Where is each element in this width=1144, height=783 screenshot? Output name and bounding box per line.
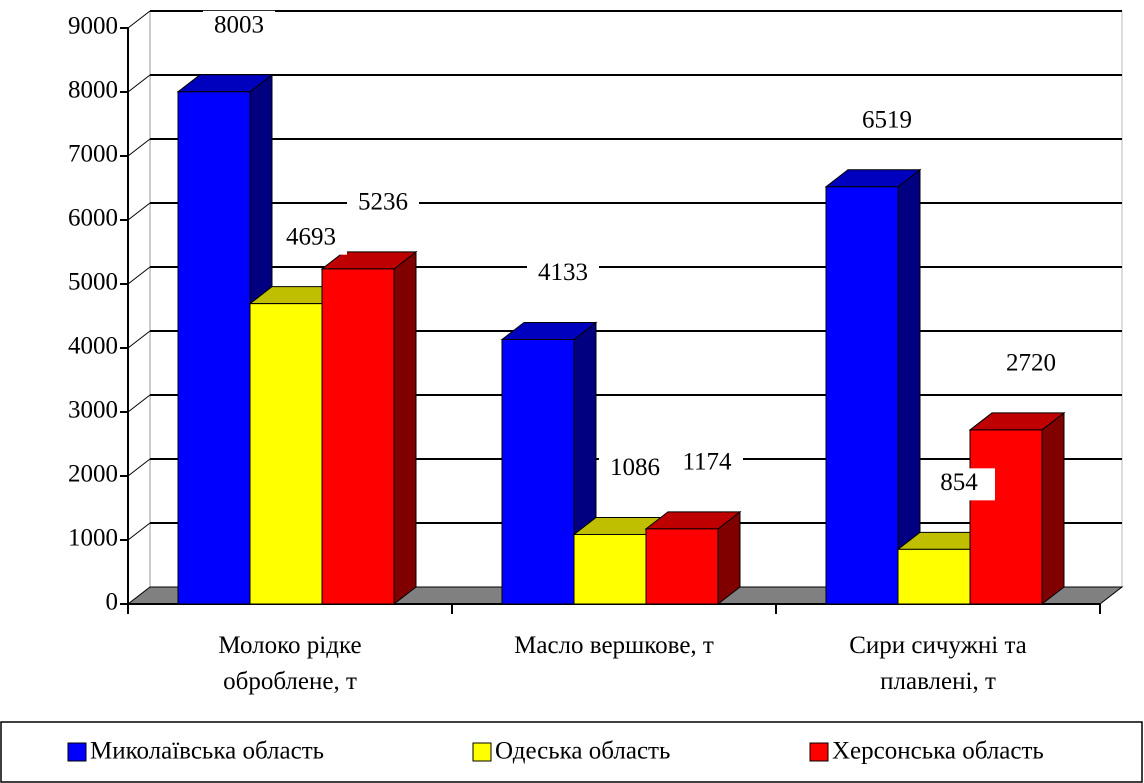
grid-side — [127, 74, 151, 93]
legend-swatch — [809, 742, 829, 762]
bar — [969, 429, 1043, 605]
data-label: 4133 — [538, 259, 588, 286]
data-label-bg — [527, 258, 599, 291]
bar — [177, 91, 251, 605]
y-tick-label: 8000 — [68, 77, 118, 104]
data-label-bg — [671, 447, 743, 480]
x-tick-label: Сири сичужні та плавлені, т — [849, 632, 1027, 695]
y-tick-label: 2000 — [68, 461, 118, 488]
grid-side — [127, 522, 151, 541]
data-label: 8003 — [214, 12, 264, 39]
bar — [249, 303, 323, 605]
data-label: 2720 — [1006, 350, 1056, 377]
bar-side — [1041, 411, 1065, 606]
x-tick-label: Масло вершкове, т — [514, 632, 714, 659]
legend-label: Миколаївська область — [90, 738, 324, 765]
data-label: 854 — [940, 469, 978, 496]
y-tick-label: 5000 — [68, 269, 118, 296]
grid-side — [127, 330, 151, 349]
data-label-bg — [995, 348, 1067, 381]
grid-side — [127, 394, 151, 413]
y-tick-label: 1000 — [68, 525, 118, 552]
data-label-bg — [347, 187, 419, 220]
legend-label: Херсонська область — [832, 738, 1044, 765]
y-tick-label: 7000 — [68, 141, 118, 168]
grid-side — [127, 458, 151, 477]
grid-side — [127, 202, 151, 221]
data-label: 6519 — [862, 107, 912, 134]
bar — [573, 533, 647, 605]
y-tick-label: 3000 — [68, 397, 118, 424]
y-tick-label: 0 — [106, 589, 119, 616]
y-tick-label: 4000 — [68, 333, 118, 360]
data-label: 1086 — [610, 454, 660, 481]
grid-side — [127, 10, 151, 29]
data-label-bg — [851, 105, 923, 138]
grid-side — [127, 138, 151, 157]
bar-side — [393, 250, 417, 606]
legend-box — [0, 721, 1143, 783]
bar — [825, 186, 899, 605]
x-tick-label: Молоко рідке оброблене, т — [218, 632, 362, 695]
bar — [897, 548, 971, 605]
bar — [321, 268, 395, 605]
data-label-bg — [599, 453, 671, 486]
y-tick-label: 9000 — [68, 13, 118, 40]
bar — [645, 528, 719, 605]
grid-side — [127, 266, 151, 285]
legend-label: Одеська область — [495, 738, 670, 765]
data-label-bg — [923, 468, 995, 501]
legend-swatch — [67, 742, 87, 762]
data-label: 1174 — [682, 449, 732, 476]
data-label: 4693 — [286, 223, 336, 250]
data-label-bg — [275, 222, 347, 255]
bar — [501, 338, 575, 605]
data-label-bg — [203, 10, 275, 43]
y-tick-label: 6000 — [68, 205, 118, 232]
data-label: 5236 — [358, 189, 408, 216]
legend-swatch — [472, 742, 492, 762]
